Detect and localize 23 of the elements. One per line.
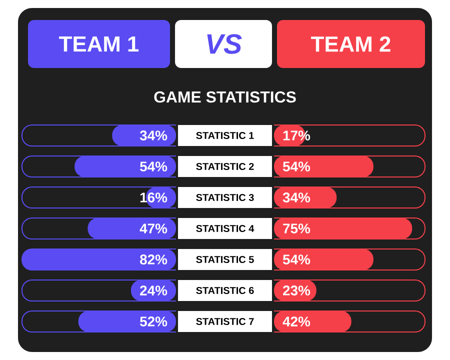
y-tick-label: STATISTIC 3 xyxy=(196,194,254,202)
data-label: 34% xyxy=(282,192,310,202)
y-tick-label: STATISTIC 4 xyxy=(196,224,254,232)
data-label: 52% xyxy=(140,316,168,326)
y-tick-label: STATISTIC 6 xyxy=(196,286,254,294)
data-label: 24% xyxy=(140,286,168,296)
data-label: 54% xyxy=(282,254,310,264)
data-label: 54% xyxy=(140,162,168,172)
data-label: 75% xyxy=(283,224,310,234)
text: GAME STATISTICS xyxy=(154,91,296,103)
data-label: 42% xyxy=(282,316,310,326)
text: VS xyxy=(207,34,242,54)
y-tick-label: STATISTIC 1 xyxy=(196,132,254,140)
y-tick-label: STATISTIC 2 xyxy=(196,162,254,170)
data-label: 23% xyxy=(283,286,310,296)
y-tick-label: STATISTIC 5 xyxy=(196,256,254,264)
y-tick-label: STATISTIC 7 xyxy=(196,318,254,326)
data-label: 82% xyxy=(140,254,168,264)
text: TEAM 2 xyxy=(311,36,390,52)
data-label: 54% xyxy=(282,162,310,172)
data-label: 47% xyxy=(140,224,168,234)
text: TEAM 1 xyxy=(59,36,139,52)
data-label: 34% xyxy=(140,130,168,140)
